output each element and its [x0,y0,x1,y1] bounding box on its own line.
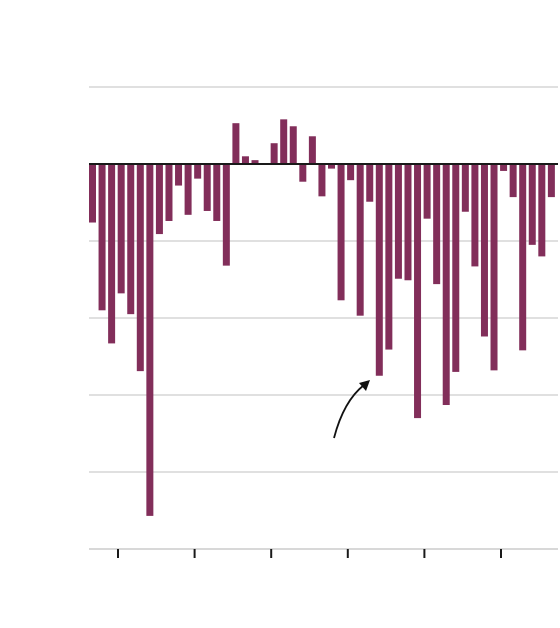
bar [299,164,307,182]
x-axis [117,549,502,558]
bar [404,164,412,281]
bar [146,164,154,516]
bar [356,164,364,316]
bar [280,119,288,164]
bar [241,156,249,164]
bar [433,164,441,285]
bar [194,164,202,179]
bar [538,164,546,257]
bar [519,164,527,351]
bar [337,164,345,301]
bar [442,164,450,406]
bar [480,164,488,337]
bar [375,164,383,376]
bar [136,164,144,372]
bar [328,164,335,169]
bar [98,164,106,311]
bar [547,164,555,198]
bar [528,164,536,245]
bar [414,164,422,419]
bar [213,164,221,221]
annotation [333,380,370,439]
bar [490,164,498,371]
bar [452,164,460,372]
gridlines [89,86,558,550]
bar [108,164,116,344]
bar [127,164,135,315]
bar [308,136,316,164]
bar [89,164,96,223]
bar [385,164,393,350]
bar [289,126,297,164]
bar [500,164,508,171]
bar [347,164,355,181]
bar [184,164,192,215]
bar [366,164,374,202]
bar [203,164,211,211]
bar [222,164,230,266]
bar [461,164,469,212]
bar [423,164,431,219]
bars [89,119,555,516]
bar [251,160,259,164]
bar [165,164,173,221]
bar [394,164,402,279]
bar [471,164,479,267]
annotation-arrow-head [359,380,370,391]
bar [232,123,240,164]
bar [155,164,163,235]
bar [509,164,517,198]
bar [175,164,183,186]
bar [318,164,326,197]
annotation-arrow-line [333,384,365,439]
bar [270,143,278,164]
bar [117,164,125,294]
